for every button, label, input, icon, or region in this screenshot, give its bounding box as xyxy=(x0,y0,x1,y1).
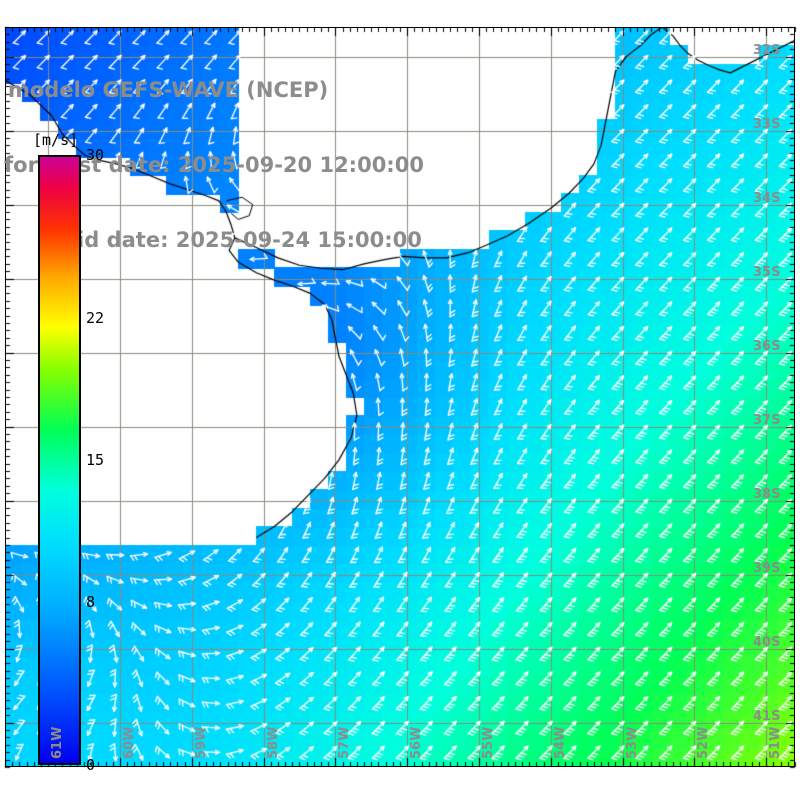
colorbar-tick-8: 8 xyxy=(86,593,96,612)
lon-label-60W: 60W xyxy=(121,726,137,759)
colorbar-tick-15: 15 xyxy=(86,451,105,469)
lat-label-37S: 37S xyxy=(753,412,781,428)
lat-label-32S: 32S xyxy=(753,42,781,58)
lat-label-35S: 35S xyxy=(753,264,781,280)
lon-label-55W: 55W xyxy=(481,726,496,759)
lon-label-57W: 57W xyxy=(337,726,353,759)
lat-label-41S: 41S xyxy=(753,708,781,724)
colorbar[interactable] xyxy=(38,155,81,765)
colorbar-tick-22: 22 xyxy=(86,308,105,327)
lon-label-53W: 53W xyxy=(624,726,640,759)
page-title: modelo GEFS-WAVE (NCEP) forecast date: 2… xyxy=(0,28,520,303)
colorbar-tick-0: 0 xyxy=(86,756,96,774)
lon-label-51W: 51W xyxy=(768,726,784,759)
colorbar-unit-label: [m/s] xyxy=(33,131,79,149)
lon-label-61W: 61W xyxy=(50,726,66,759)
lon-label-59W: 59W xyxy=(193,726,209,759)
lat-label-39S: 39S xyxy=(753,560,781,576)
lat-label-36S: 36S xyxy=(753,338,781,354)
lon-label-52W: 52W xyxy=(696,726,712,759)
colorbar-tick-30: 30 xyxy=(86,146,105,164)
lon-label-58W: 58W xyxy=(265,726,281,759)
lon-label-54W: 54W xyxy=(552,726,568,759)
title-line-model: modelo GEFS-WAVE (NCEP) xyxy=(8,78,329,102)
lat-label-34S: 34S xyxy=(753,190,781,206)
title-line-forecast-date: forecast date: 2025-09-20 12:00:00 xyxy=(4,153,424,177)
lat-label-40S: 40S xyxy=(753,634,781,650)
lat-label-33S: 33S xyxy=(753,116,781,132)
lon-label-56W: 56W xyxy=(409,726,425,759)
lat-label-38S: 38S xyxy=(753,486,781,502)
title-line-valid-date: valid date: 2025-09-24 15:00:00 xyxy=(42,228,422,252)
